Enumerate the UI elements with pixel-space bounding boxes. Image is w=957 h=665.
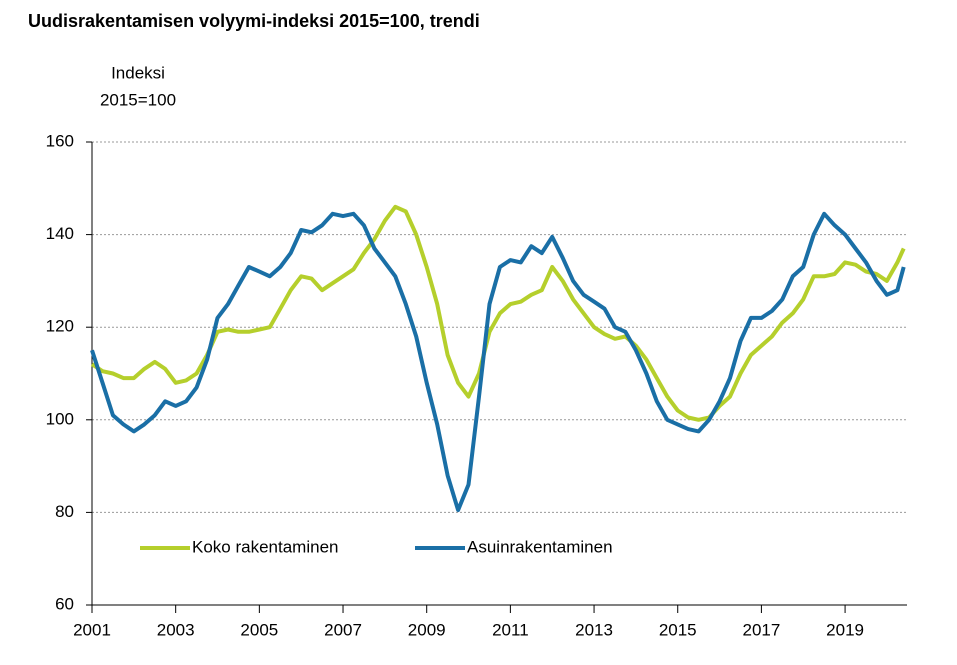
y-tick-label: 80 [55, 502, 74, 521]
x-tick-label: 2009 [408, 620, 446, 639]
x-tick-label: 2015 [659, 620, 697, 639]
x-tick-label: 2013 [575, 620, 613, 639]
y-tick-label: 120 [46, 317, 74, 336]
legend-label: Koko rakentaminen [192, 537, 338, 556]
x-tick-label: 2017 [742, 620, 780, 639]
y-tick-label: 140 [46, 224, 74, 243]
series-line [90, 204, 906, 422]
y-tick-label: 160 [46, 131, 74, 150]
x-tick-label: 2007 [324, 620, 362, 639]
x-tick-label: 2001 [73, 620, 111, 639]
y-axis-label: Indeksi [111, 63, 165, 82]
y-axis-label: 2015=100 [100, 90, 176, 109]
y-tick-label: 60 [55, 594, 74, 613]
x-tick-label: 2003 [157, 620, 195, 639]
x-tick-label: 2019 [826, 620, 864, 639]
x-tick-label: 2011 [492, 620, 529, 639]
legend-label: Asuinrakentaminen [467, 537, 613, 556]
x-tick-label: 2005 [240, 620, 278, 639]
y-tick-label: 100 [46, 409, 74, 428]
chart-title: Uudisrakentamisen volyymi-indeksi 2015=1… [28, 11, 480, 31]
series-line [90, 211, 906, 513]
